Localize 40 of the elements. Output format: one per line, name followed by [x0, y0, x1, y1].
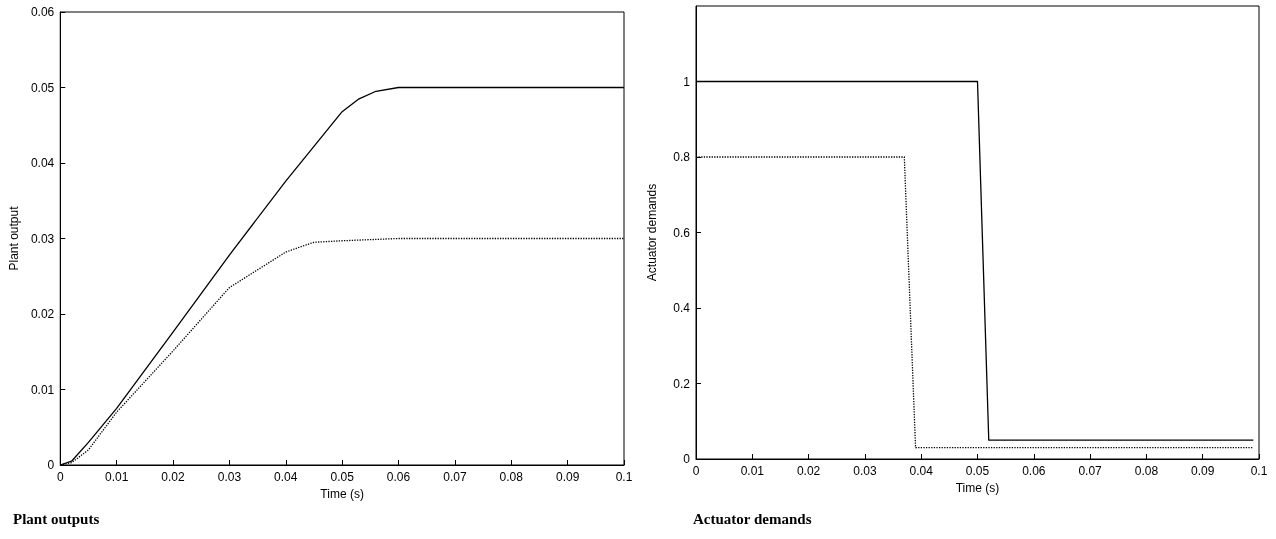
y-tick-label: 0.02 [30, 307, 55, 321]
x-tick-label: 0.03 [853, 464, 877, 478]
x-tick-label: 0.1 [1250, 464, 1268, 478]
x-tick-label: 0 [692, 464, 700, 478]
x-tick-label: 0.08 [1134, 464, 1159, 478]
x-tick-label: 0.03 [217, 470, 242, 484]
y-axis-title: Actuator demands [645, 183, 659, 282]
y-tick-label: 0 [683, 452, 691, 466]
x-tick-label: 0.1 [615, 470, 633, 484]
x-tick-label: 0.07 [1078, 464, 1103, 478]
x-tick-label: 0.07 [443, 470, 467, 484]
x-tick-label: 0.08 [499, 470, 524, 484]
x-axis-title: Time (s) [955, 480, 1000, 495]
y-axis-title: Plant output [7, 205, 21, 271]
x-tick-label: 0.05 [965, 464, 990, 478]
y-tick-label: 0.2 [673, 376, 691, 391]
x-tick-label: 0.05 [330, 470, 355, 484]
y-tick-label: 1 [683, 74, 691, 89]
y-tick-label: 0.01 [30, 382, 55, 397]
x-tick-label: 0.02 [161, 470, 186, 484]
y-tick-label: 0.4 [673, 301, 691, 315]
y-tick-label: 0.04 [30, 156, 55, 170]
x-axis-title: Time (s) [320, 486, 364, 501]
text: Plant outputs [13, 510, 100, 527]
x-tick-label: 0.09 [555, 470, 580, 484]
text: Actuator demands [693, 510, 812, 527]
x-tick-label: 0.04 [274, 470, 298, 484]
y-tick-label: 0.03 [30, 231, 55, 246]
x-tick-label: 0.01 [740, 464, 765, 478]
x-tick-label: 0.09 [1191, 464, 1215, 478]
x-tick-label: 0.06 [1022, 464, 1046, 478]
x-tick-label: 0.06 [386, 470, 411, 484]
y-tick-label: 0.06 [30, 5, 55, 19]
y-tick-label: 0.8 [673, 150, 691, 164]
x-tick-label: 0.02 [796, 464, 821, 478]
y-tick-label: 0.05 [30, 80, 55, 95]
x-tick-label: 0 [56, 470, 64, 484]
x-tick-label: 0.04 [909, 464, 934, 478]
x-tick-label: 0.01 [104, 470, 129, 484]
y-tick-label: 0.6 [673, 225, 691, 240]
